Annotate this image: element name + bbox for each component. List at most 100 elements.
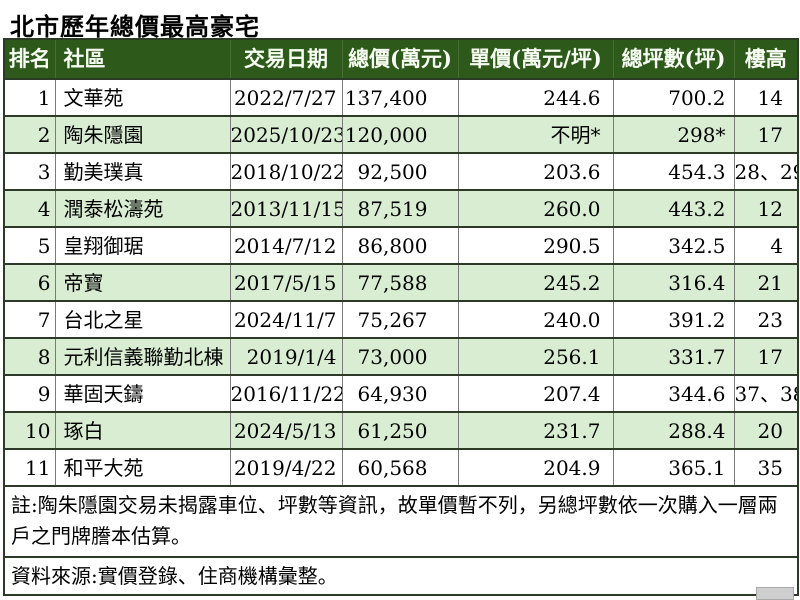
footnote-text: 註:陶朱隱園交易未揭露車位、坪數等資訊，故單價暫不列，另總坪數依一次購入一層兩戶… <box>3 485 799 558</box>
cell-total-ping: 454.3 <box>612 152 735 191</box>
cell-total-price: 120,000 <box>341 115 459 154</box>
cell-rank: 4 <box>3 189 56 228</box>
cell-total-ping: 288.4 <box>612 411 735 450</box>
col-header-community: 社區 <box>54 38 231 80</box>
cell-community: 潤泰松濤苑 <box>54 189 231 228</box>
cell-date: 2024/11/7 <box>229 300 343 339</box>
cell-rank: 8 <box>3 337 56 376</box>
cell-floor: 17 <box>733 337 799 376</box>
cell-unit-price: 260.0 <box>457 189 614 228</box>
cell-date: 2017/5/15 <box>229 263 343 302</box>
cell-total-ping: 365.1 <box>612 448 735 487</box>
cell-rank: 3 <box>3 152 56 191</box>
cell-rank: 10 <box>3 411 56 450</box>
cell-community: 陶朱隱園 <box>54 115 231 154</box>
cell-floor: 35 <box>733 448 799 487</box>
table-row: 3 勤美璞真 2018/10/22 92,500 203.6 454.3 28、… <box>3 152 799 191</box>
cell-total-price: 77,588 <box>341 263 459 302</box>
cell-floor: 21 <box>733 263 799 302</box>
table-row: 8 元利信義聯勤北棟 2019/1/4 73,000 256.1 331.7 1… <box>3 337 799 376</box>
table-row: 7 台北之星 2024/11/7 75,267 240.0 391.2 23 <box>3 300 799 339</box>
cell-community: 文華苑 <box>54 78 231 117</box>
table-row: 4 潤泰松濤苑 2013/11/15 87,519 260.0 443.2 12 <box>3 189 799 228</box>
table-row: 9 華固天鑄 2016/11/22 64,930 207.4 344.6 37、… <box>3 374 799 413</box>
cell-total-ping: 391.2 <box>612 300 735 339</box>
cell-total-price: 73,000 <box>341 337 459 376</box>
cell-unit-price: 231.7 <box>457 411 614 450</box>
page-title: 北市歷年總價最高豪宅 <box>10 12 260 41</box>
cell-total-ping: 331.7 <box>612 337 735 376</box>
table-row: 5 皇翔御琚 2014/7/12 86,800 290.5 342.5 4 <box>3 226 799 265</box>
cell-date: 2024/5/13 <box>229 411 343 450</box>
cell-community: 台北之星 <box>54 300 231 339</box>
cell-total-ping: 344.6 <box>612 374 735 413</box>
cell-unit-price: 207.4 <box>457 374 614 413</box>
col-header-date: 交易日期 <box>229 38 343 80</box>
cell-total-ping: 443.2 <box>612 189 735 228</box>
source-row: 資料來源:實價登錄、住商機構彙整。 <box>3 556 799 596</box>
cell-total-price: 61,250 <box>341 411 459 450</box>
cell-date: 2019/4/22 <box>229 448 343 487</box>
cell-unit-price: 203.6 <box>457 152 614 191</box>
cell-unit-price: 256.1 <box>457 337 614 376</box>
table-row: 2 陶朱隱園 2025/10/23 120,000 不明* 298* 17 <box>3 115 799 154</box>
cell-community: 勤美璞真 <box>54 152 231 191</box>
cell-rank: 11 <box>3 448 56 487</box>
cell-unit-price: 240.0 <box>457 300 614 339</box>
cell-floor: 17 <box>733 115 799 154</box>
cell-rank: 1 <box>3 78 56 117</box>
cell-unit-price: 204.9 <box>457 448 614 487</box>
source-text: 資料來源:實價登錄、住商機構彙整。 <box>3 556 799 596</box>
cell-total-price: 137,400 <box>341 78 459 117</box>
cell-total-ping: 342.5 <box>612 226 735 265</box>
table-row: 1 文華苑 2022/7/27 137,400 244.6 700.2 14 <box>3 78 799 117</box>
cell-floor: 4 <box>733 226 799 265</box>
cell-total-price: 60,568 <box>341 448 459 487</box>
cell-date: 2022/7/27 <box>229 78 343 117</box>
cell-total-price: 75,267 <box>341 300 459 339</box>
corner-artifact <box>756 587 794 600</box>
cell-total-ping: 700.2 <box>612 78 735 117</box>
cell-community: 帝寶 <box>54 263 231 302</box>
cell-date: 2025/10/23 <box>229 115 343 154</box>
cell-floor: 37、38 <box>733 374 799 413</box>
cell-unit-price: 245.2 <box>457 263 614 302</box>
col-header-rank: 排名 <box>3 38 56 80</box>
table-row: 6 帝寶 2017/5/15 77,588 245.2 316.4 21 <box>3 263 799 302</box>
cell-rank: 5 <box>3 226 56 265</box>
cell-community: 元利信義聯勤北棟 <box>54 337 231 376</box>
cell-floor: 28、29 <box>733 152 799 191</box>
cell-community: 和平大苑 <box>54 448 231 487</box>
cell-floor: 12 <box>733 189 799 228</box>
cell-total-ping: 298* <box>612 115 735 154</box>
footnote-row: 註:陶朱隱園交易未揭露車位、坪數等資訊，故單價暫不列，另總坪數依一次購入一層兩戶… <box>3 485 799 558</box>
cell-community: 琢白 <box>54 411 231 450</box>
cell-unit-price: 290.5 <box>457 226 614 265</box>
cell-floor: 23 <box>733 300 799 339</box>
cell-total-ping: 316.4 <box>612 263 735 302</box>
cell-community: 華固天鑄 <box>54 374 231 413</box>
cell-date: 2014/7/12 <box>229 226 343 265</box>
cell-rank: 7 <box>3 300 56 339</box>
cell-unit-price: 244.6 <box>457 78 614 117</box>
cell-date: 2013/11/15 <box>229 189 343 228</box>
cell-rank: 6 <box>3 263 56 302</box>
header-row: 排名 社區 交易日期 總價(萬元) 單價(萬元/坪) 總坪數(坪) 樓高 <box>3 38 799 80</box>
cell-floor: 14 <box>733 78 799 117</box>
cell-total-price: 92,500 <box>341 152 459 191</box>
col-header-floor: 樓高 <box>733 38 799 80</box>
cell-unit-price: 不明* <box>457 115 614 154</box>
cell-total-price: 64,930 <box>341 374 459 413</box>
table-row: 11 和平大苑 2019/4/22 60,568 204.9 365.1 35 <box>3 448 799 487</box>
cell-date: 2018/10/22 <box>229 152 343 191</box>
col-header-unit-price: 單價(萬元/坪) <box>457 38 614 80</box>
cell-date: 2016/11/22 <box>229 374 343 413</box>
luxury-home-ranking-table: 排名 社區 交易日期 總價(萬元) 單價(萬元/坪) 總坪數(坪) 樓高 1 文… <box>3 38 799 596</box>
cell-community: 皇翔御琚 <box>54 226 231 265</box>
cell-date: 2019/1/4 <box>229 337 343 376</box>
col-header-total-ping: 總坪數(坪) <box>612 38 735 80</box>
cell-total-price: 87,519 <box>341 189 459 228</box>
col-header-total-price: 總價(萬元) <box>341 38 459 80</box>
table-row: 10 琢白 2024/5/13 61,250 231.7 288.4 20 <box>3 411 799 450</box>
